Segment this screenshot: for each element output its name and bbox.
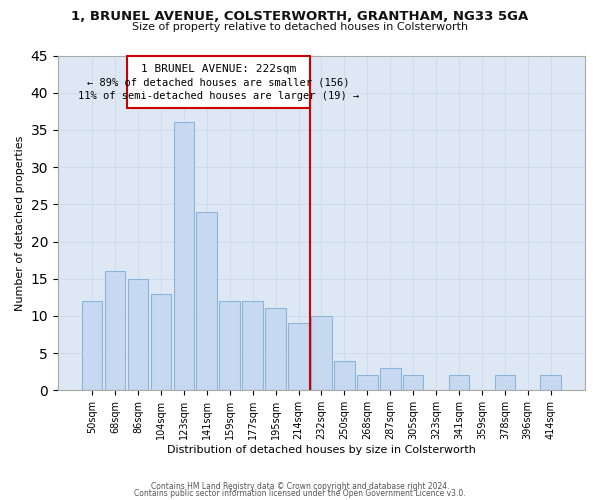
Bar	[494, 376, 515, 390]
Bar	[105, 272, 125, 390]
Text: 11% of semi-detached houses are larger (19) →: 11% of semi-detached houses are larger (…	[77, 91, 359, 101]
Text: Contains HM Land Registry data © Crown copyright and database right 2024.: Contains HM Land Registry data © Crown c…	[151, 482, 449, 491]
Bar	[265, 308, 286, 390]
Bar	[380, 368, 401, 390]
Bar	[242, 301, 263, 390]
FancyBboxPatch shape	[127, 56, 310, 108]
X-axis label: Distribution of detached houses by size in Colsterworth: Distribution of detached houses by size …	[167, 445, 476, 455]
Bar	[173, 122, 194, 390]
Bar	[449, 376, 469, 390]
Bar	[334, 360, 355, 390]
Text: ← 89% of detached houses are smaller (156): ← 89% of detached houses are smaller (15…	[87, 78, 350, 88]
Bar	[128, 278, 148, 390]
Text: 1, BRUNEL AVENUE, COLSTERWORTH, GRANTHAM, NG33 5GA: 1, BRUNEL AVENUE, COLSTERWORTH, GRANTHAM…	[71, 10, 529, 23]
Bar	[220, 301, 240, 390]
Bar	[82, 301, 103, 390]
Bar	[357, 376, 377, 390]
Bar	[151, 294, 171, 390]
Bar	[541, 376, 561, 390]
Y-axis label: Number of detached properties: Number of detached properties	[15, 135, 25, 310]
Text: 1 BRUNEL AVENUE: 222sqm: 1 BRUNEL AVENUE: 222sqm	[140, 64, 296, 74]
Bar	[288, 324, 309, 390]
Bar	[403, 376, 424, 390]
Bar	[311, 316, 332, 390]
Text: Size of property relative to detached houses in Colsterworth: Size of property relative to detached ho…	[132, 22, 468, 32]
Text: Contains public sector information licensed under the Open Government Licence v3: Contains public sector information licen…	[134, 489, 466, 498]
Bar	[196, 212, 217, 390]
